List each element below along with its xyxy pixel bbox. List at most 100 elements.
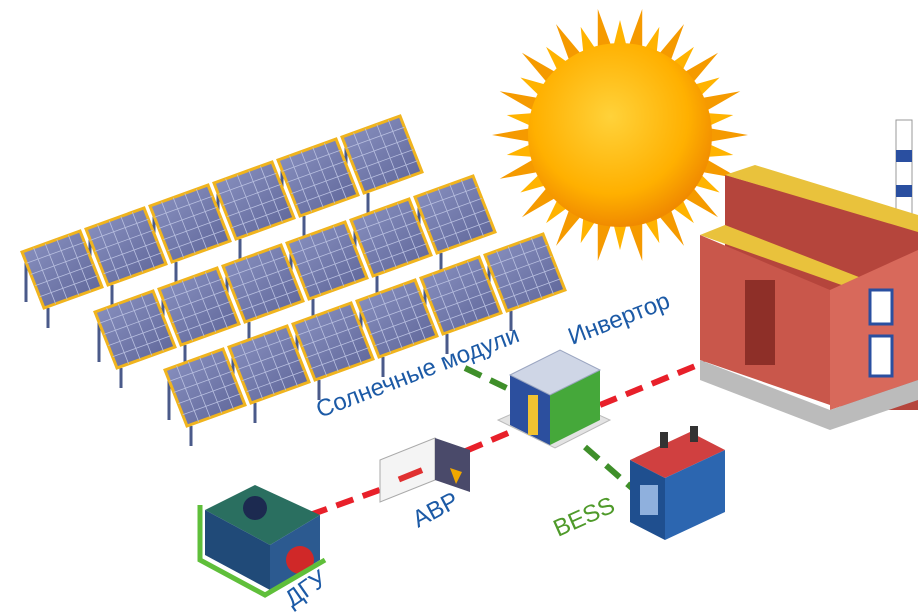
factory-window — [868, 334, 894, 378]
sun-ray — [612, 20, 628, 51]
panel-cell-line — [306, 336, 365, 358]
panel-cell-line — [391, 288, 415, 345]
panel-cell-line — [94, 230, 153, 252]
panel-cell-line — [423, 198, 482, 220]
panel-cell-line — [374, 324, 433, 347]
battery-top — [630, 432, 725, 478]
panel-cell-line — [443, 269, 467, 326]
panel-cell-line — [176, 365, 199, 422]
panel-cell-line — [324, 143, 347, 200]
panel-cell-line — [97, 224, 120, 281]
panel-cell-line — [236, 278, 295, 300]
panel-cell-line — [295, 244, 354, 266]
panel-cell-line — [240, 342, 263, 399]
panel-cell-line — [172, 301, 231, 323]
panel-cell-line — [248, 170, 272, 227]
panel-cell-line — [368, 243, 427, 266]
panel-cell-line — [184, 193, 208, 250]
factory-door — [745, 280, 775, 365]
factory-base — [700, 360, 918, 430]
panel-cell-line — [301, 325, 360, 347]
panel-cell-line — [502, 278, 561, 301]
panel-cell-line — [388, 120, 411, 177]
generator-wheel — [286, 546, 314, 574]
panel-cell-line — [359, 221, 418, 243]
panel-cell-line — [365, 302, 424, 324]
bess-battery — [630, 426, 725, 540]
panel-cell-line — [496, 250, 519, 307]
inverter-top — [508, 349, 602, 396]
panel-cell-line — [432, 273, 455, 330]
panel-cell-line — [158, 207, 217, 229]
panel-cell-line — [218, 172, 277, 195]
solar-panel — [221, 243, 305, 324]
label-inverter: Инвертор — [564, 287, 673, 350]
panel-cell-line — [167, 229, 226, 252]
panel-cell-line — [531, 238, 554, 295]
panel-cell-line — [291, 232, 350, 255]
panel-cell-line — [141, 295, 164, 352]
panel-cell-line — [364, 128, 388, 185]
solar-panel — [148, 183, 232, 264]
panel-cell-line — [385, 207, 409, 264]
panel-cell-line — [242, 359, 301, 381]
battery-panel — [640, 485, 658, 515]
panel-cell-line — [275, 330, 298, 387]
cable-panels-inverter — [463, 365, 517, 395]
panel-cell-line — [181, 280, 205, 337]
panel-cell-line — [297, 313, 356, 336]
solar-panel — [157, 266, 241, 347]
solar-panel — [163, 347, 247, 428]
panel-cell-line — [237, 348, 296, 370]
panel-cell-line — [154, 195, 213, 218]
panel-cell-line — [231, 206, 290, 229]
panel-cell-line — [304, 319, 327, 376]
sun-ray — [627, 217, 643, 262]
panel-cell-line — [327, 311, 351, 368]
panel-cell-line — [498, 267, 557, 289]
panel-cell-line — [432, 220, 491, 243]
battery-terminal — [660, 432, 668, 448]
generator-cap — [243, 496, 267, 520]
cable-dgu-avr — [308, 485, 387, 518]
solar-panel — [413, 174, 497, 255]
panel-cell-line — [236, 174, 260, 231]
panel-cell-line — [461, 180, 484, 237]
solar-panel — [20, 229, 104, 310]
panel-cell-line — [233, 336, 292, 359]
solar-panels — [20, 114, 567, 446]
panel-cell-line — [312, 147, 336, 204]
panel-cell-line — [108, 220, 132, 277]
panel-cell-line — [173, 371, 232, 393]
panel-cell-line — [355, 149, 414, 171]
sun-disc — [528, 43, 712, 227]
panel-cell-line — [56, 239, 80, 296]
panel-cell-line — [434, 290, 493, 312]
panel-cell-line — [339, 307, 362, 364]
panel-cell-line — [359, 160, 418, 183]
panel-cell-line — [33, 247, 56, 304]
panel-cell-line — [193, 276, 217, 333]
panel-cell-line — [438, 301, 497, 324]
solar-panel — [483, 232, 567, 313]
panel-cell-line — [106, 307, 129, 364]
panel-cell-line — [350, 138, 409, 160]
generator-front — [205, 510, 270, 590]
panel-cell-line — [246, 370, 305, 393]
solar-panel — [227, 324, 311, 405]
sun-ray — [492, 127, 536, 143]
panel-cell-line — [99, 301, 158, 324]
panel-cell-line — [397, 203, 420, 260]
solar-panel — [355, 278, 439, 359]
panel-cell-line — [493, 256, 552, 278]
generator — [197, 485, 327, 598]
panel-cell-line — [269, 249, 292, 306]
panel-cell-line — [176, 312, 235, 335]
chimney-stripe — [896, 185, 912, 197]
panel-cell-line — [291, 172, 350, 194]
solar-panel — [93, 289, 177, 370]
panel-cell-line — [240, 289, 299, 312]
panel-cell-line — [467, 261, 490, 318]
chimney-stripe — [896, 150, 912, 162]
